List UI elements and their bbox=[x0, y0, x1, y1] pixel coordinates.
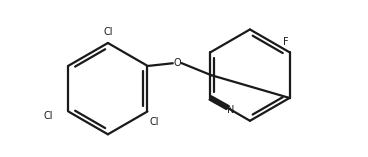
Text: N: N bbox=[227, 105, 235, 115]
Text: Cl: Cl bbox=[44, 111, 53, 121]
Text: Cl: Cl bbox=[103, 27, 113, 37]
Text: Cl: Cl bbox=[149, 116, 159, 127]
Text: O: O bbox=[173, 58, 181, 68]
Text: F: F bbox=[283, 37, 289, 46]
